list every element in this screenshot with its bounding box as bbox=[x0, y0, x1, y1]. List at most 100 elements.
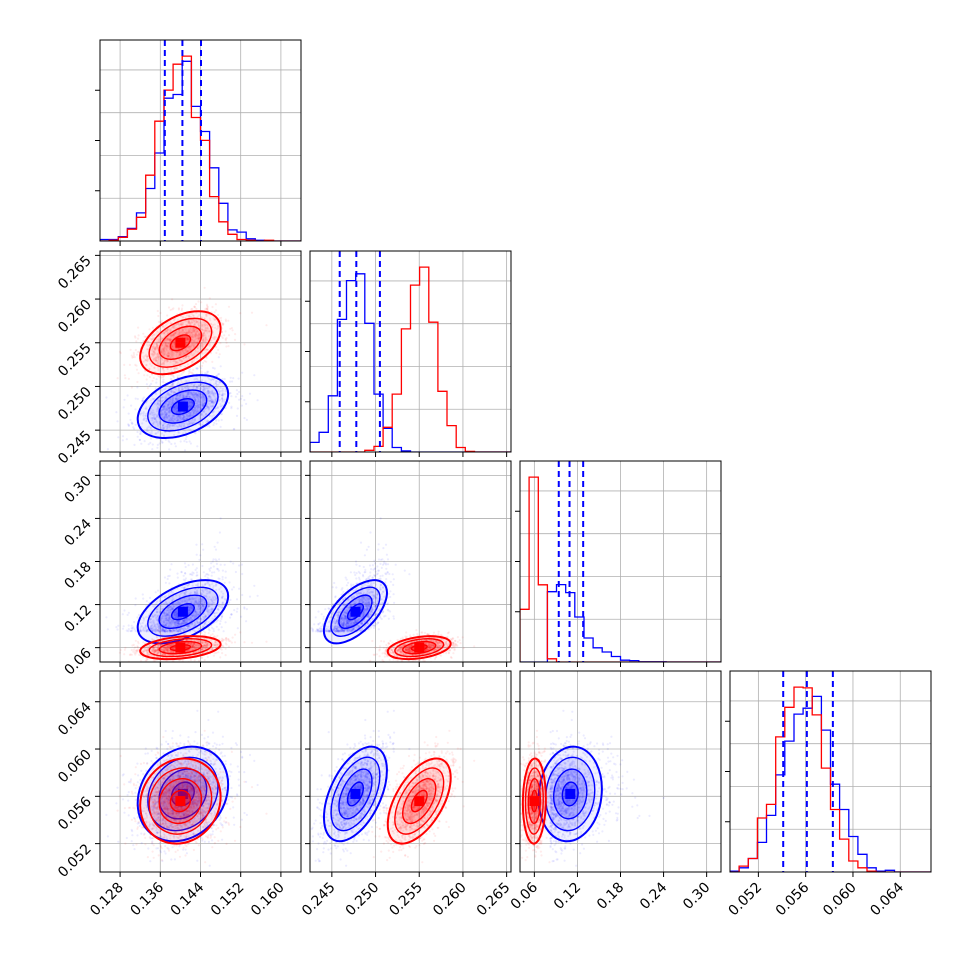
scatter-point bbox=[197, 410, 200, 413]
scatter-point bbox=[163, 331, 166, 335]
scatter-point bbox=[159, 402, 162, 405]
scatter-point bbox=[156, 360, 159, 363]
scatter-point bbox=[183, 418, 186, 421]
scatter-point bbox=[212, 378, 215, 381]
scatter-point bbox=[215, 625, 218, 628]
scatter-point bbox=[185, 395, 188, 398]
scatter-point bbox=[193, 659, 196, 662]
scatter-point bbox=[173, 424, 176, 428]
scatter-point bbox=[181, 399, 185, 403]
scatter-point bbox=[214, 397, 217, 400]
scatter-point bbox=[187, 346, 190, 349]
scatter-point bbox=[154, 357, 157, 360]
scatter-point bbox=[152, 423, 155, 426]
scatter-point bbox=[170, 390, 173, 394]
scatter-point bbox=[221, 392, 224, 395]
scatter-point bbox=[175, 425, 178, 428]
scatter-point bbox=[236, 392, 239, 396]
scatter-point bbox=[173, 433, 176, 436]
scatter-point bbox=[156, 402, 159, 406]
scatter-point bbox=[209, 396, 212, 399]
scatter-point bbox=[215, 407, 218, 410]
scatter-point bbox=[206, 304, 209, 308]
scatter-point bbox=[233, 609, 236, 612]
scatter-point bbox=[236, 607, 239, 610]
scatter-point bbox=[209, 404, 212, 407]
scatter-point bbox=[164, 342, 167, 345]
scatter-point bbox=[235, 598, 239, 601]
scatter-point bbox=[205, 387, 208, 390]
scatter-point bbox=[124, 646, 127, 650]
scatter-point bbox=[190, 391, 193, 394]
scatter-point bbox=[173, 391, 176, 394]
scatter-point bbox=[153, 417, 156, 420]
scatter-point bbox=[239, 631, 242, 634]
scatter-point bbox=[170, 334, 173, 337]
scatter-point bbox=[157, 404, 160, 407]
scatter-point bbox=[179, 353, 182, 356]
scatter-point bbox=[193, 305, 196, 308]
scatter-point bbox=[161, 343, 164, 347]
scatter-point bbox=[192, 572, 195, 575]
scatter-point bbox=[205, 329, 208, 332]
scatter-point bbox=[181, 392, 184, 395]
scatter-point bbox=[211, 405, 214, 408]
scatter-point bbox=[169, 424, 172, 427]
scatter-point bbox=[196, 400, 200, 403]
scatter-point bbox=[202, 571, 205, 574]
scatter-point bbox=[149, 426, 152, 429]
scatter-point bbox=[176, 374, 179, 377]
scatter-point bbox=[163, 416, 166, 419]
scatter-point bbox=[216, 541, 219, 544]
scatter-point bbox=[195, 571, 198, 574]
scatter-point bbox=[208, 395, 211, 398]
scatter-point bbox=[172, 390, 175, 393]
scatter-point bbox=[178, 415, 181, 418]
scatter-point bbox=[143, 417, 146, 420]
scatter-point bbox=[219, 517, 222, 520]
scatter-point bbox=[171, 389, 174, 392]
scatter-point bbox=[144, 407, 147, 410]
scatter-point bbox=[190, 410, 194, 413]
scatter-point bbox=[155, 347, 159, 350]
scatter-point bbox=[199, 393, 202, 396]
scatter-point bbox=[221, 397, 224, 400]
scatter-point bbox=[174, 407, 178, 411]
scatter-point bbox=[240, 397, 243, 400]
scatter-point bbox=[200, 322, 203, 325]
scatter-point bbox=[184, 379, 187, 382]
scatter-point bbox=[154, 416, 157, 419]
scatter-point bbox=[200, 301, 203, 304]
scatter-point bbox=[131, 629, 134, 632]
scatter-point bbox=[223, 377, 226, 381]
scatter-point bbox=[176, 383, 179, 386]
scatter-point bbox=[230, 613, 233, 616]
scatter-point bbox=[182, 316, 185, 319]
scatter-point bbox=[168, 425, 171, 428]
scatter-point bbox=[176, 406, 179, 409]
scatter-point bbox=[160, 376, 163, 379]
scatter-point bbox=[209, 395, 212, 398]
scatter-point bbox=[187, 404, 190, 407]
scatter-point bbox=[169, 402, 172, 405]
scatter-point bbox=[204, 387, 207, 390]
scatter-point bbox=[154, 432, 157, 435]
scatter-point bbox=[215, 385, 218, 388]
scatter-point bbox=[199, 408, 202, 411]
scatter-point bbox=[169, 409, 172, 412]
scatter-point bbox=[210, 626, 214, 629]
scatter-point bbox=[163, 406, 166, 409]
scatter-point bbox=[213, 335, 216, 338]
scatter-point bbox=[175, 419, 179, 422]
scatter-point bbox=[243, 641, 246, 644]
scatter-point bbox=[176, 425, 180, 428]
scatter-point bbox=[208, 386, 211, 389]
scatter-point bbox=[179, 425, 183, 428]
scatter-point bbox=[134, 423, 137, 426]
scatter-point bbox=[127, 611, 130, 614]
scatter-point bbox=[150, 338, 154, 341]
scatter-point bbox=[187, 338, 190, 341]
scatter-point bbox=[227, 645, 231, 648]
scatter-point bbox=[116, 628, 119, 631]
scatter-point bbox=[177, 381, 180, 384]
